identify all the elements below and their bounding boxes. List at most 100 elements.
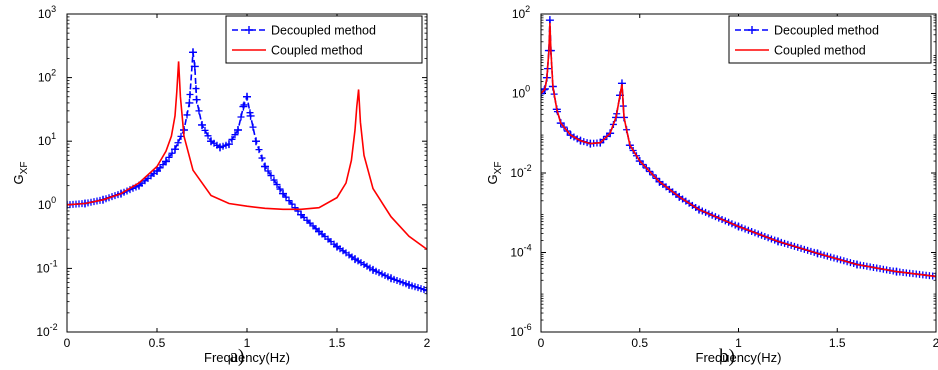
- plot-area: [541, 14, 936, 332]
- series-point-decoupled: [333, 242, 341, 251]
- chart-panel-b: 0 0.5 1 1.5 2 10-6 10-4 10-2 100 102 Decoupled met…: [485, 4, 938, 367]
- series-point-decoupled: [189, 48, 197, 57]
- y-tick-label: 10-1: [36, 258, 57, 275]
- y-tick-label: 101: [38, 131, 56, 148]
- series-point-decoupled: [192, 85, 200, 93]
- series-group: [67, 48, 427, 295]
- series-group: [541, 16, 936, 281]
- series-point-decoupled: [195, 107, 203, 115]
- x-tick-label: 1: [735, 336, 742, 350]
- series-point-decoupled: [393, 276, 401, 284]
- series-point-decoupled: [264, 167, 272, 175]
- x-tick-label: 1.5: [829, 336, 846, 350]
- series-point-decoupled: [153, 166, 161, 175]
- series-point-decoupled: [168, 149, 176, 157]
- series-point-decoupled: [228, 135, 236, 143]
- y-tick-label: 10-2: [36, 322, 57, 339]
- y-tick-label: 10-6: [510, 322, 531, 339]
- axes-frame: [540, 13, 937, 333]
- series-point-decoupled: [201, 126, 209, 134]
- series-point-decoupled: [174, 139, 182, 147]
- x-tick-label: 1.5: [329, 336, 346, 350]
- series-point-decoupled: [192, 95, 201, 104]
- legend-box: [225, 15, 423, 64]
- series-point-decoupled: [237, 113, 245, 121]
- y-axis-label-sub: XF: [19, 162, 30, 175]
- series-point-decoupled: [190, 62, 199, 71]
- series-point-decoupled: [276, 185, 284, 193]
- y-axis-label: GXF: [11, 162, 30, 185]
- series-point-decoupled: [351, 255, 359, 264]
- series-point-decoupled: [414, 284, 422, 292]
- series-point-decoupled: [267, 172, 275, 180]
- x-tick-label: 0.5: [149, 336, 166, 350]
- legend-marker: [748, 26, 756, 34]
- series-point-decoupled: [234, 126, 242, 135]
- series-point-decoupled: [279, 189, 287, 198]
- x-tick-label: 2: [933, 336, 938, 350]
- series-point-decoupled: [246, 111, 255, 120]
- series-point-decoupled: [183, 111, 191, 119]
- series-point-decoupled: [541, 89, 545, 98]
- series-point-decoupled: [239, 102, 248, 111]
- series-point-decoupled: [216, 143, 224, 152]
- series-point-decoupled: [369, 265, 377, 274]
- series-point-decoupled: [399, 279, 407, 287]
- series-point-decoupled: [252, 137, 260, 146]
- series-point-decoupled: [225, 140, 233, 149]
- series-point-decoupled: [417, 285, 425, 293]
- legend-label: Coupled method: [774, 44, 866, 58]
- series-point-decoupled: [423, 286, 427, 295]
- y-tick-label: 10-4: [510, 243, 531, 260]
- axes-frame: [66, 13, 428, 333]
- legend-label: Coupled method: [271, 44, 363, 58]
- series-point-decoupled: [185, 98, 194, 107]
- series-point-decoupled: [396, 278, 404, 286]
- x-tick-label: 2: [424, 336, 431, 350]
- legend-label: Decoupled method: [271, 24, 376, 38]
- series-point-decoupled: [171, 145, 179, 154]
- series-point-decoupled: [198, 120, 206, 129]
- series-point-decoupled: [204, 132, 212, 140]
- y-axis-label-sub: XF: [493, 162, 504, 175]
- series-point-decoupled: [288, 200, 296, 208]
- legend: Decoupled method Coupled method: [225, 15, 423, 64]
- series-point-decoupled: [411, 283, 419, 291]
- y-axis-label-main: G: [485, 174, 500, 184]
- series-point-decoupled: [375, 269, 383, 277]
- y-tick-label: 103: [38, 4, 56, 21]
- x-tick-label: 0.5: [631, 336, 648, 350]
- y-axis-label: GXF: [485, 162, 504, 185]
- series-point-decoupled: [378, 270, 386, 278]
- plot-area: [67, 14, 427, 332]
- series-point-decoupled: [258, 154, 266, 162]
- chart-panel-a: 0 0.5 1 1.5 2 10-2 10-1 100 101 102 103 Decoupled m…: [11, 4, 431, 367]
- y-tick-label: 100: [512, 84, 530, 101]
- series-point-decoupled: [297, 210, 305, 219]
- x-axis-label: Frequency(Hz): [696, 350, 782, 365]
- x-tick-label: 0: [538, 336, 545, 350]
- y-tick-label: 10-2: [510, 163, 531, 180]
- series-point-decoupled: [270, 176, 278, 184]
- series-point-decoupled: [231, 131, 239, 139]
- x-tick-label: 1: [244, 336, 251, 350]
- series-point-decoupled: [387, 274, 395, 283]
- series-point-decoupled: [255, 146, 263, 154]
- y-tick-label: 100: [38, 195, 56, 212]
- legend: Decoupled method Coupled method: [728, 15, 932, 64]
- series-point-decoupled: [162, 157, 170, 166]
- series-point-decoupled: [405, 280, 413, 289]
- series-point-decoupled: [261, 162, 269, 171]
- y-tick-label: 102: [512, 4, 530, 21]
- series-point-decoupled: [207, 137, 215, 146]
- legend-box: [728, 15, 932, 64]
- series-point-decoupled: [315, 227, 323, 236]
- x-tick-label: 0: [64, 336, 71, 350]
- panel-caption: b): [719, 346, 735, 367]
- y-tick-label: 102: [38, 68, 56, 85]
- series-point-decoupled: [273, 181, 281, 189]
- panel-caption: a): [230, 346, 245, 367]
- series-point-decoupled: [186, 90, 194, 98]
- series-point-decoupled: [249, 123, 257, 131]
